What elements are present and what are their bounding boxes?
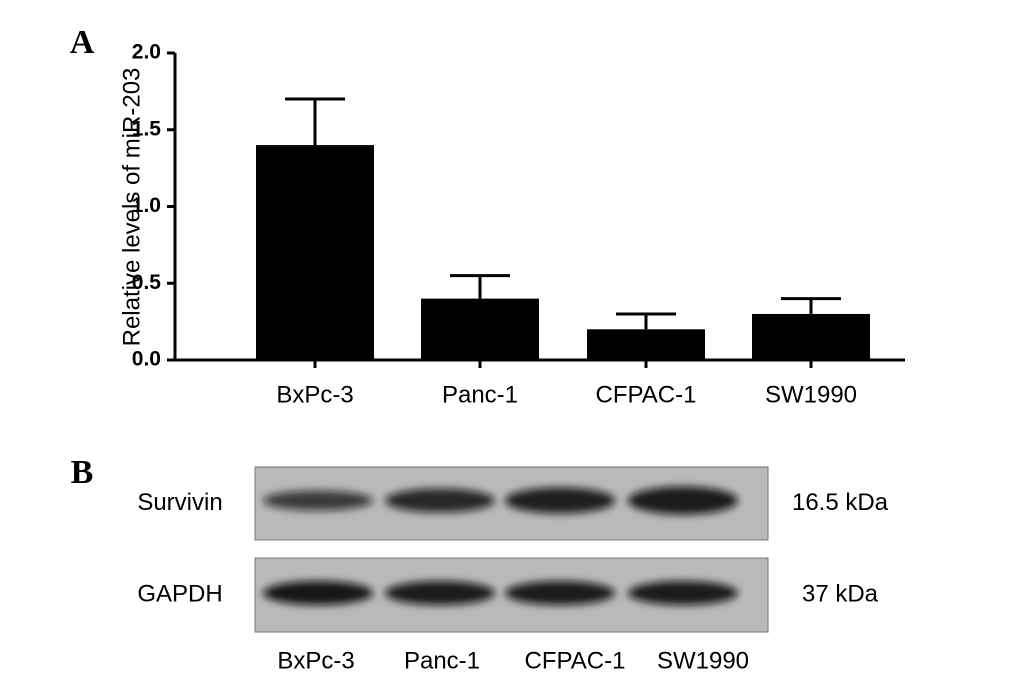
lane-label: SW1990 xyxy=(657,647,749,674)
blot-band xyxy=(385,488,495,513)
blot-band xyxy=(263,581,373,605)
x-tick-label: BxPc-3 xyxy=(276,381,353,408)
blot-band xyxy=(263,490,373,511)
y-tick-label: 0.0 xyxy=(132,348,161,371)
row-label: GAPDH xyxy=(137,580,222,607)
y-tick-label: 2.0 xyxy=(132,41,161,64)
blot-band xyxy=(628,581,738,605)
panel-label: B xyxy=(71,454,94,491)
size-label: 16.5 kDa xyxy=(792,489,889,516)
y-tick-label: 1.0 xyxy=(132,194,161,217)
x-tick-label: SW1990 xyxy=(765,381,857,408)
lane-label: CFPAC-1 xyxy=(525,647,626,674)
row-label: Survivin xyxy=(137,489,222,516)
bar xyxy=(256,145,374,360)
lane-label: BxPc-3 xyxy=(277,647,354,674)
y-axis-label: Relative levels of miR-203 xyxy=(118,68,145,347)
blot-band xyxy=(628,486,738,515)
panel-label: A xyxy=(70,24,95,61)
y-tick-label: 1.5 xyxy=(132,117,162,140)
size-label: 37 kDa xyxy=(802,580,879,607)
bar xyxy=(421,298,539,360)
blot-band xyxy=(385,581,495,605)
x-tick-label: Panc-1 xyxy=(442,381,518,408)
y-tick-label: 0.5 xyxy=(132,271,162,294)
x-tick-label: CFPAC-1 xyxy=(596,381,697,408)
blot-band xyxy=(505,487,615,514)
bar xyxy=(752,313,870,360)
bar xyxy=(587,329,705,360)
blot-band xyxy=(505,581,615,605)
lane-label: Panc-1 xyxy=(404,647,480,674)
